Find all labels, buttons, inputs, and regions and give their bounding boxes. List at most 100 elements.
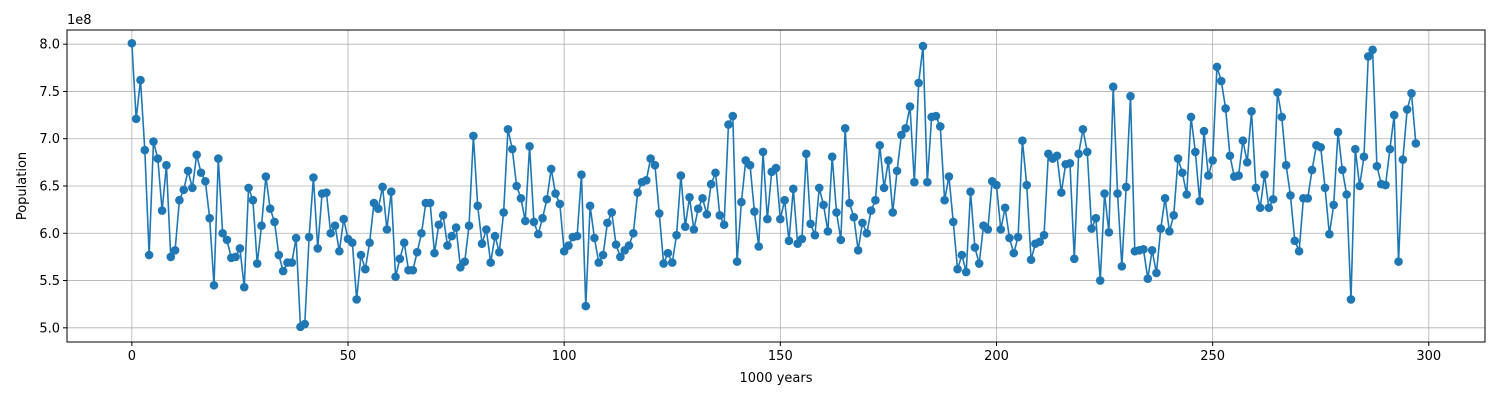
x-tick-label: 0 — [128, 349, 136, 364]
data-point — [1100, 189, 1109, 198]
data-point — [464, 221, 474, 231]
data-point — [689, 225, 699, 234]
series — [127, 38, 1421, 332]
data-point — [853, 245, 863, 255]
y-tick-label: 5.0 — [39, 321, 60, 336]
data-point — [153, 154, 163, 163]
y-tick-label: 6.5 — [39, 180, 60, 195]
data-point — [1087, 224, 1096, 233]
data-point — [425, 198, 435, 208]
data-point — [1113, 189, 1122, 198]
data-point — [1117, 262, 1127, 271]
data-point — [460, 257, 470, 266]
data-point — [1191, 147, 1200, 157]
data-point — [819, 200, 828, 210]
data-point — [780, 195, 789, 205]
data-point — [214, 154, 223, 163]
data-point — [529, 217, 539, 227]
data-point — [330, 221, 340, 231]
data-point — [1242, 158, 1252, 167]
data-point — [188, 183, 197, 193]
data-point — [693, 204, 703, 213]
data-point — [430, 248, 439, 258]
data-point — [1057, 188, 1066, 197]
y-tick-label: 6.0 — [39, 227, 60, 242]
data-point — [313, 244, 323, 253]
x-tick-label: 200 — [984, 349, 1009, 364]
data-point — [1078, 124, 1088, 134]
data-point — [473, 201, 483, 211]
data-point — [966, 187, 975, 196]
data-point — [451, 223, 461, 232]
data-point — [244, 183, 253, 193]
data-point — [322, 188, 331, 197]
data-point — [603, 218, 612, 228]
data-point — [417, 228, 426, 238]
data-point — [339, 214, 348, 224]
data-point — [840, 124, 850, 133]
data-point — [538, 213, 547, 223]
data-point — [931, 111, 941, 121]
data-point — [378, 182, 387, 192]
x-tick-label: 100 — [552, 349, 577, 364]
data-point — [974, 259, 984, 268]
data-point — [897, 130, 906, 140]
data-point — [685, 193, 694, 202]
data-point — [361, 264, 370, 274]
data-point — [585, 201, 595, 211]
data-point — [1160, 193, 1170, 203]
data-point — [412, 247, 422, 257]
data-point — [594, 258, 604, 267]
data-point — [291, 233, 301, 243]
data-point — [737, 197, 746, 207]
data-point — [827, 152, 837, 161]
data-point — [732, 257, 742, 266]
data-point — [144, 250, 154, 260]
data-point — [590, 233, 599, 243]
data-point — [1139, 245, 1148, 254]
data-point — [1251, 183, 1261, 193]
data-point — [763, 214, 772, 224]
data-point — [702, 210, 712, 219]
data-point — [335, 246, 344, 256]
data-point — [884, 156, 893, 165]
data-point — [183, 166, 193, 176]
data-point — [408, 265, 418, 275]
data-point — [728, 111, 738, 121]
data-point — [858, 218, 867, 228]
data-point — [555, 199, 565, 209]
data-point — [1009, 248, 1019, 258]
data-point — [149, 137, 158, 146]
data-point — [278, 266, 288, 276]
data-point — [776, 214, 785, 224]
data-point — [482, 225, 491, 234]
data-point — [1182, 190, 1191, 199]
data-point — [866, 206, 876, 215]
data-point — [201, 176, 210, 186]
data-point — [849, 212, 859, 222]
data-point — [1273, 88, 1282, 97]
data-point — [1186, 112, 1196, 122]
data-point — [1398, 155, 1408, 164]
data-point — [209, 280, 219, 290]
data-point — [1290, 236, 1300, 246]
data-point — [654, 209, 664, 218]
data-point — [659, 259, 668, 268]
data-point — [1346, 295, 1356, 304]
data-point — [499, 208, 508, 217]
data-point — [365, 238, 374, 248]
data-point — [486, 258, 495, 267]
data-point — [1307, 165, 1317, 175]
data-point — [724, 120, 733, 129]
data-point — [447, 231, 457, 241]
data-point — [231, 252, 240, 262]
data-point — [1368, 45, 1377, 55]
data-point — [516, 193, 526, 203]
data-point — [970, 243, 980, 252]
data-point — [598, 250, 608, 260]
data-point — [1238, 136, 1248, 145]
data-point — [1394, 257, 1403, 266]
data-point — [961, 267, 971, 277]
data-point — [175, 195, 184, 205]
